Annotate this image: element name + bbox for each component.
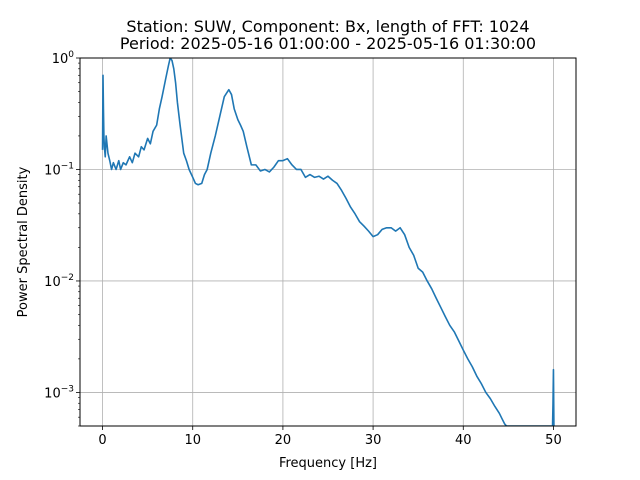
y-tick-exponent: −1 (61, 161, 74, 171)
chart-title: Station: SUW, Component: Bx, length of F… (126, 17, 529, 36)
y-tick-exponent: 0 (68, 50, 74, 60)
x-tick-label: 50 (545, 433, 562, 448)
x-tick-label: 0 (98, 433, 106, 448)
y-tick-label: 100 (52, 50, 75, 67)
x-tick-label: 30 (365, 433, 382, 448)
x-axis-label: Frequency [Hz] (279, 456, 377, 471)
y-tick-base: 10 (44, 386, 61, 401)
y-tick-base: 10 (44, 163, 61, 178)
x-tick-label: 20 (275, 433, 292, 448)
y-tick-exponent: −2 (61, 273, 74, 283)
grid-lines (80, 57, 576, 426)
chart-subtitle: Period: 2025-05-16 01:00:00 - 2025-05-16… (120, 34, 536, 53)
x-tick-label: 10 (184, 433, 201, 448)
y-tick-base: 10 (52, 52, 69, 67)
x-tick-label: 40 (455, 433, 472, 448)
y-axis-label: Power Spectral Density (16, 166, 31, 317)
y-tick-exponent: −3 (61, 384, 74, 394)
y-tick-label: 10−3 (44, 384, 74, 401)
plot-frame (79, 57, 577, 427)
y-tick-label: 10−2 (44, 273, 74, 290)
y-tick-base: 10 (44, 275, 61, 290)
y-tick-label: 10−1 (44, 161, 74, 178)
psd-series-line (101, 58, 555, 426)
